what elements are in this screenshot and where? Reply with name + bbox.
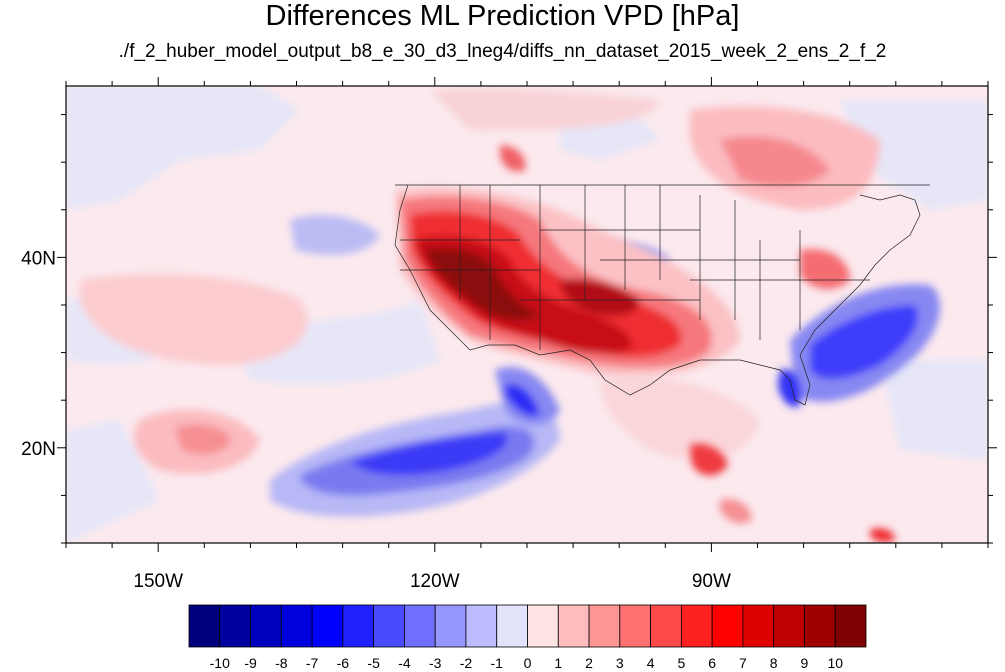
- map-subtitle: ./f_2_huber_model_output_b8_e_30_d3_lneg…: [118, 41, 887, 62]
- colorbar-label: 8: [770, 655, 778, 671]
- lat-label: 20N: [21, 439, 56, 460]
- colorbar-label: 3: [616, 655, 624, 671]
- colorbar-label: 0: [524, 655, 532, 671]
- colorbar-swatch: [588, 604, 621, 648]
- colorbar-swatch: [619, 604, 651, 648]
- colorbar-label: -2: [460, 655, 473, 671]
- latitude-labels: 40N 20N: [21, 248, 56, 459]
- colorbar-label: 4: [647, 655, 655, 671]
- colorbar-label: -7: [306, 655, 319, 671]
- colorbar-label: -1: [491, 655, 504, 671]
- longitude-labels: 150W 120W 90W: [133, 571, 731, 592]
- lon-label: 90W: [692, 571, 731, 592]
- colorbar-swatch: [280, 604, 313, 648]
- colorbar-swatch: [188, 604, 221, 648]
- colorbar-label: 5: [677, 655, 685, 671]
- colorbar-label: -10: [210, 655, 230, 671]
- state-borders: [394, 184, 930, 406]
- colorbar-swatch: [742, 604, 775, 648]
- lon-label: 120W: [410, 571, 460, 592]
- colorbar-label: -5: [367, 655, 380, 671]
- colorbar-label: 6: [708, 655, 716, 671]
- colorbar-swatch: [465, 604, 498, 648]
- colorbar-swatch: [773, 604, 805, 648]
- colorbar-swatch: [527, 604, 559, 648]
- colorbar-label: 2: [585, 655, 593, 671]
- colorbar-label: 10: [827, 655, 843, 671]
- colorbar-swatch: [434, 604, 467, 648]
- map-title: Differences ML Prediction VPD [hPa]: [265, 0, 740, 32]
- colorbar-swatch: [342, 604, 375, 648]
- colorbar-swatch: [650, 604, 682, 648]
- colorbar-swatch: [373, 604, 405, 648]
- colorbar-swatch: [250, 604, 282, 648]
- colorbar-swatch: [711, 604, 744, 648]
- filled-contour-field: [66, 86, 988, 543]
- colorbar-label: 9: [801, 655, 809, 671]
- colorbar-label: 1: [554, 655, 562, 671]
- colorbar-swatch: [680, 604, 713, 648]
- lat-label: 40N: [21, 248, 56, 269]
- lon-label: 150W: [133, 571, 183, 592]
- colorbar-swatch: [496, 604, 528, 648]
- colorbar: -10 -9 -8 -7 -6 -5 -4 -3 -2 -1 0 1 2 3 4 5 6 7 8 9 10: [188, 604, 867, 671]
- colorbar-label: -8: [275, 655, 288, 671]
- colorbar-swatch: [219, 604, 251, 648]
- colorbar-label: -6: [337, 655, 350, 671]
- colorbar-swatch: [834, 604, 867, 648]
- colorbar-label: 7: [739, 655, 747, 671]
- colorbar-swatch: [311, 604, 344, 648]
- colorbar-label: -3: [429, 655, 442, 671]
- colorbar-swatch: [804, 604, 836, 648]
- colorbar-label: -9: [244, 655, 257, 671]
- colorbar-swatch: [404, 604, 436, 648]
- colorbar-swatch: [557, 604, 590, 648]
- axis-ticks: [57, 77, 997, 552]
- colorbar-label: -4: [398, 655, 411, 671]
